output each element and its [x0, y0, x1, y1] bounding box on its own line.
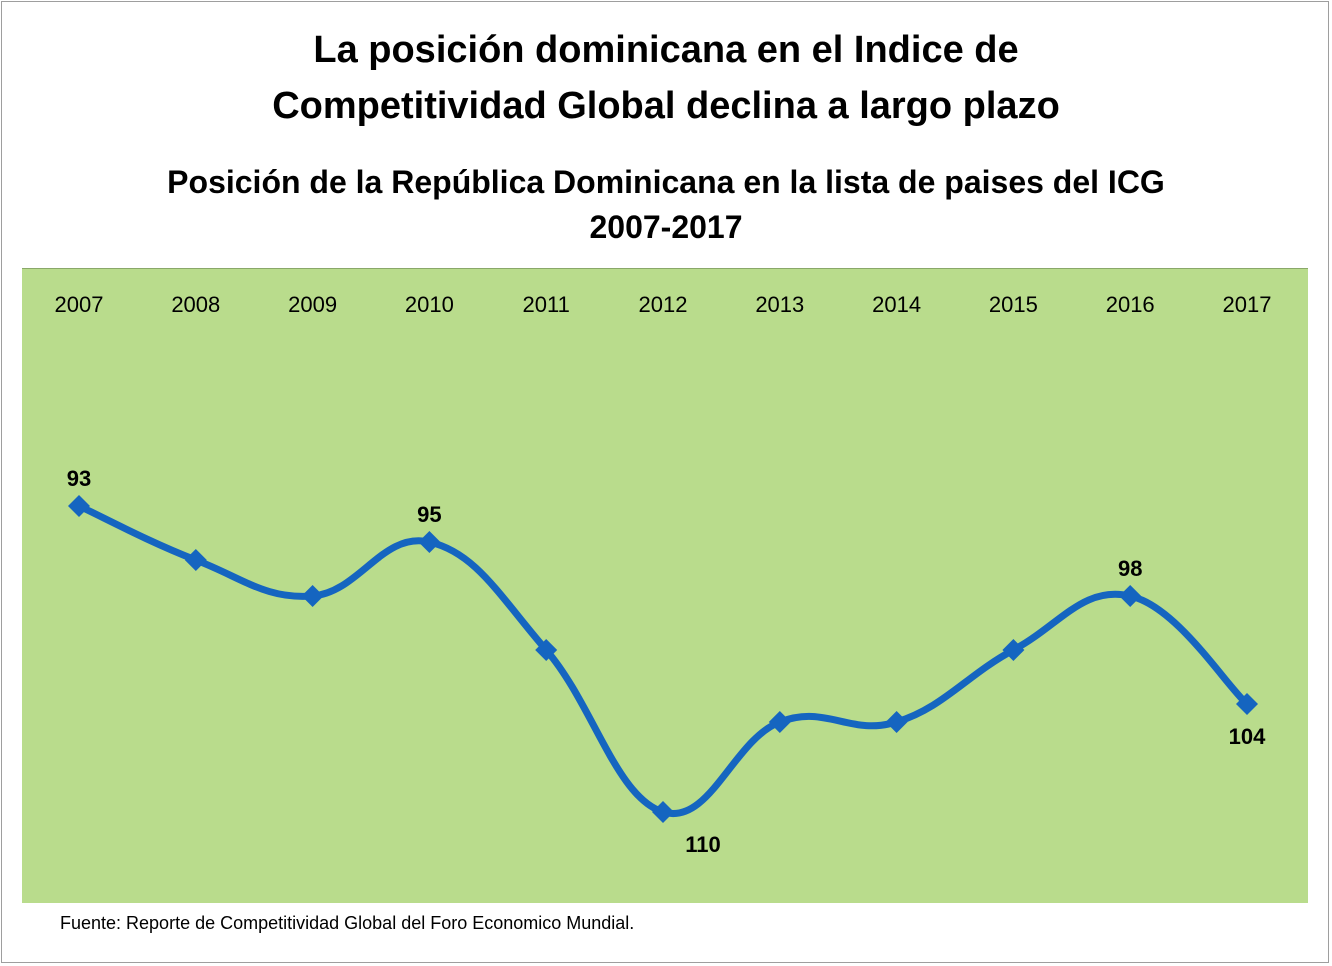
x-tick-label: 2008	[171, 292, 220, 317]
chart-subtitle: Posición de la República Dominicana en l…	[167, 164, 1165, 200]
x-tick-label: 2015	[989, 292, 1038, 317]
x-tick-label: 2016	[1106, 292, 1155, 317]
data-point-marker	[1002, 639, 1025, 661]
x-tick-label: 2013	[755, 292, 804, 317]
x-tick-label: 2009	[288, 292, 337, 317]
x-tick-label: 2017	[1223, 292, 1272, 317]
data-label: 104	[1229, 724, 1266, 749]
data-label: 98	[1118, 556, 1142, 581]
data-label: 95	[417, 502, 441, 527]
chart-title-line1: La posición dominicana en el Indice de	[313, 29, 1019, 71]
chart-title-line2: Competitividad Global declina a largo pl…	[272, 85, 1060, 127]
data-label: 110	[685, 832, 721, 857]
chart-year-range: 2007-2017	[589, 209, 743, 245]
source-note: Fuente: Reporte de Competitividad Global…	[60, 913, 635, 933]
data-point-marker	[768, 711, 791, 733]
data-point-marker	[68, 495, 90, 517]
x-tick-label: 2011	[523, 292, 570, 317]
data-point-marker	[652, 801, 674, 823]
data-point-marker	[301, 585, 324, 607]
data-point-marker	[1236, 693, 1258, 715]
x-tick-label: 2012	[639, 292, 688, 317]
line-chart: 2007 2008 2009 2010 2011 2012 2013 2014 2015 2016…	[55, 292, 1272, 857]
data-point-marker	[184, 549, 207, 571]
x-tick-label: 2010	[405, 292, 454, 317]
data-label: 93	[67, 466, 91, 491]
data-point-marker	[418, 531, 441, 553]
x-tick-label: 2007	[55, 292, 104, 317]
data-point-marker	[535, 639, 558, 661]
plot-area: 2007 2008 2009 2010 2011 2012 2013 2014 2015 2016…	[22, 268, 1308, 903]
x-tick-label: 2014	[872, 292, 921, 317]
series-line	[75, 502, 1251, 818]
data-point-marker	[885, 711, 908, 733]
data-point-marker	[1119, 585, 1142, 607]
